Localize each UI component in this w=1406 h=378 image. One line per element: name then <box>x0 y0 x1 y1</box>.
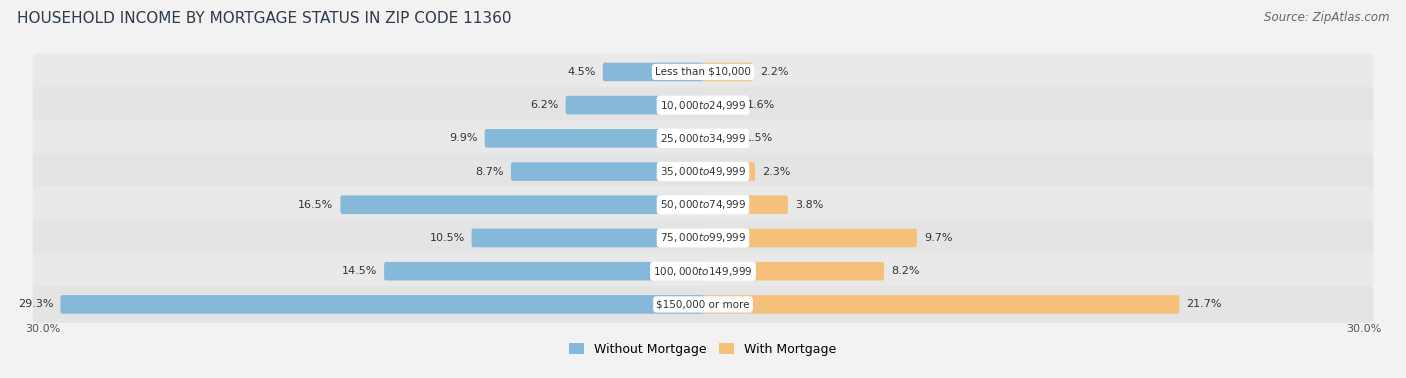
Text: $100,000 to $149,999: $100,000 to $149,999 <box>654 265 752 278</box>
Text: $75,000 to $99,999: $75,000 to $99,999 <box>659 231 747 245</box>
FancyBboxPatch shape <box>702 129 738 148</box>
Text: 29.3%: 29.3% <box>18 299 53 310</box>
FancyBboxPatch shape <box>565 96 704 115</box>
FancyBboxPatch shape <box>384 262 704 280</box>
Text: 8.2%: 8.2% <box>891 266 920 276</box>
FancyBboxPatch shape <box>702 96 740 115</box>
FancyBboxPatch shape <box>32 120 1374 156</box>
FancyBboxPatch shape <box>60 295 704 314</box>
Legend: Without Mortgage, With Mortgage: Without Mortgage, With Mortgage <box>564 338 842 361</box>
FancyBboxPatch shape <box>32 87 1374 123</box>
Text: $150,000 or more: $150,000 or more <box>657 299 749 310</box>
FancyBboxPatch shape <box>702 63 752 81</box>
Text: 30.0%: 30.0% <box>25 324 60 334</box>
Text: Source: ZipAtlas.com: Source: ZipAtlas.com <box>1264 11 1389 24</box>
FancyBboxPatch shape <box>32 186 1374 223</box>
Text: $10,000 to $24,999: $10,000 to $24,999 <box>659 99 747 112</box>
Text: $35,000 to $49,999: $35,000 to $49,999 <box>659 165 747 178</box>
Text: 1.6%: 1.6% <box>747 100 775 110</box>
FancyBboxPatch shape <box>32 153 1374 190</box>
FancyBboxPatch shape <box>702 295 1180 314</box>
FancyBboxPatch shape <box>32 220 1374 256</box>
Text: 6.2%: 6.2% <box>530 100 558 110</box>
FancyBboxPatch shape <box>32 54 1374 90</box>
FancyBboxPatch shape <box>510 162 704 181</box>
Text: 8.7%: 8.7% <box>475 167 503 177</box>
Text: 4.5%: 4.5% <box>568 67 596 77</box>
Text: 14.5%: 14.5% <box>342 266 377 276</box>
FancyBboxPatch shape <box>702 195 787 214</box>
Text: 1.5%: 1.5% <box>745 133 773 143</box>
Text: 30.0%: 30.0% <box>1346 324 1381 334</box>
FancyBboxPatch shape <box>32 253 1374 290</box>
Text: 9.7%: 9.7% <box>924 233 952 243</box>
FancyBboxPatch shape <box>32 286 1374 323</box>
Text: 2.3%: 2.3% <box>762 167 790 177</box>
Text: $25,000 to $34,999: $25,000 to $34,999 <box>659 132 747 145</box>
FancyBboxPatch shape <box>702 229 917 247</box>
FancyBboxPatch shape <box>340 195 704 214</box>
Text: 21.7%: 21.7% <box>1187 299 1222 310</box>
Text: 9.9%: 9.9% <box>450 133 478 143</box>
Text: HOUSEHOLD INCOME BY MORTGAGE STATUS IN ZIP CODE 11360: HOUSEHOLD INCOME BY MORTGAGE STATUS IN Z… <box>17 11 512 26</box>
Text: 16.5%: 16.5% <box>298 200 333 210</box>
Text: Less than $10,000: Less than $10,000 <box>655 67 751 77</box>
Text: 2.2%: 2.2% <box>759 67 789 77</box>
Text: $50,000 to $74,999: $50,000 to $74,999 <box>659 198 747 211</box>
FancyBboxPatch shape <box>485 129 704 148</box>
FancyBboxPatch shape <box>603 63 704 81</box>
Text: 10.5%: 10.5% <box>429 233 464 243</box>
Text: 3.8%: 3.8% <box>794 200 824 210</box>
FancyBboxPatch shape <box>702 262 884 280</box>
FancyBboxPatch shape <box>702 162 755 181</box>
FancyBboxPatch shape <box>471 229 704 247</box>
